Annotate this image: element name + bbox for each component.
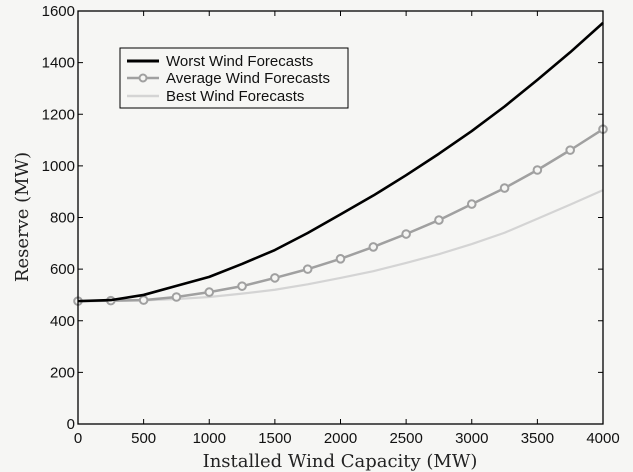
legend-label-best: Best Wind Forecasts bbox=[166, 88, 304, 105]
y-tick-label: 400 bbox=[50, 313, 75, 330]
data-point-average-wind-forecasts bbox=[171, 292, 182, 302]
data-point-average-wind-forecasts bbox=[204, 287, 215, 297]
data-point-average-wind-forecasts bbox=[138, 295, 149, 305]
data-point-average-wind-forecasts bbox=[532, 165, 543, 175]
x-tick-label: 3500 bbox=[521, 430, 554, 447]
x-tick-label: 2000 bbox=[324, 430, 357, 447]
legend-marker-average bbox=[138, 73, 148, 83]
series-layer bbox=[73, 21, 608, 306]
y-tick-label: 1200 bbox=[42, 106, 75, 123]
y-tick-label: 1400 bbox=[42, 55, 75, 72]
legend-label-average: Average Wind Forecasts bbox=[166, 70, 330, 87]
x-axis-label: Installed Wind Capacity (MW) bbox=[203, 451, 478, 472]
series-line-best-wind-forecasts bbox=[77, 189, 604, 303]
data-point-average-wind-forecasts bbox=[368, 242, 379, 252]
legend: Worst Wind Forecasts Average Wind Foreca… bbox=[119, 47, 349, 109]
data-point-average-wind-forecasts bbox=[434, 215, 444, 225]
data-point-average-wind-forecasts bbox=[302, 264, 313, 274]
x-tick-label: 1500 bbox=[258, 430, 291, 447]
x-tick-label: 2500 bbox=[389, 430, 422, 447]
data-point-average-wind-forecasts bbox=[401, 229, 411, 239]
y-axis: 0 200 400 600 800 1000 1200 1400 1600 bbox=[42, 3, 603, 433]
y-tick-label: 1000 bbox=[42, 158, 75, 175]
data-point-average-wind-forecasts bbox=[466, 199, 477, 209]
y-axis-label: Reserve (MW) bbox=[12, 152, 33, 282]
data-point-average-wind-forecasts bbox=[237, 281, 247, 291]
y-tick-label: 1600 bbox=[42, 3, 75, 20]
x-tick-label: 1000 bbox=[193, 430, 226, 447]
y-tick-label: 600 bbox=[50, 261, 75, 278]
series-line-worst-wind-forecasts bbox=[77, 21, 604, 303]
data-point-average-wind-forecasts bbox=[270, 273, 280, 283]
data-point-average-wind-forecasts bbox=[499, 183, 510, 193]
x-tick-label: 3000 bbox=[455, 430, 488, 447]
x-axis: 0 500 1000 1500 2000 2500 3000 3500 4000 bbox=[74, 11, 620, 447]
x-tick-label: 500 bbox=[131, 430, 156, 447]
y-tick-label: 200 bbox=[50, 364, 75, 381]
x-tick-label: 4000 bbox=[586, 430, 619, 447]
y-tick-label: 800 bbox=[50, 210, 75, 227]
y-tick-label: 0 bbox=[67, 416, 75, 433]
legend-label-worst: Worst Wind Forecasts bbox=[166, 53, 313, 70]
data-point-average-wind-forecasts bbox=[565, 145, 575, 155]
data-point-average-wind-forecasts bbox=[335, 253, 346, 264]
x-tick-label: 0 bbox=[74, 430, 82, 447]
